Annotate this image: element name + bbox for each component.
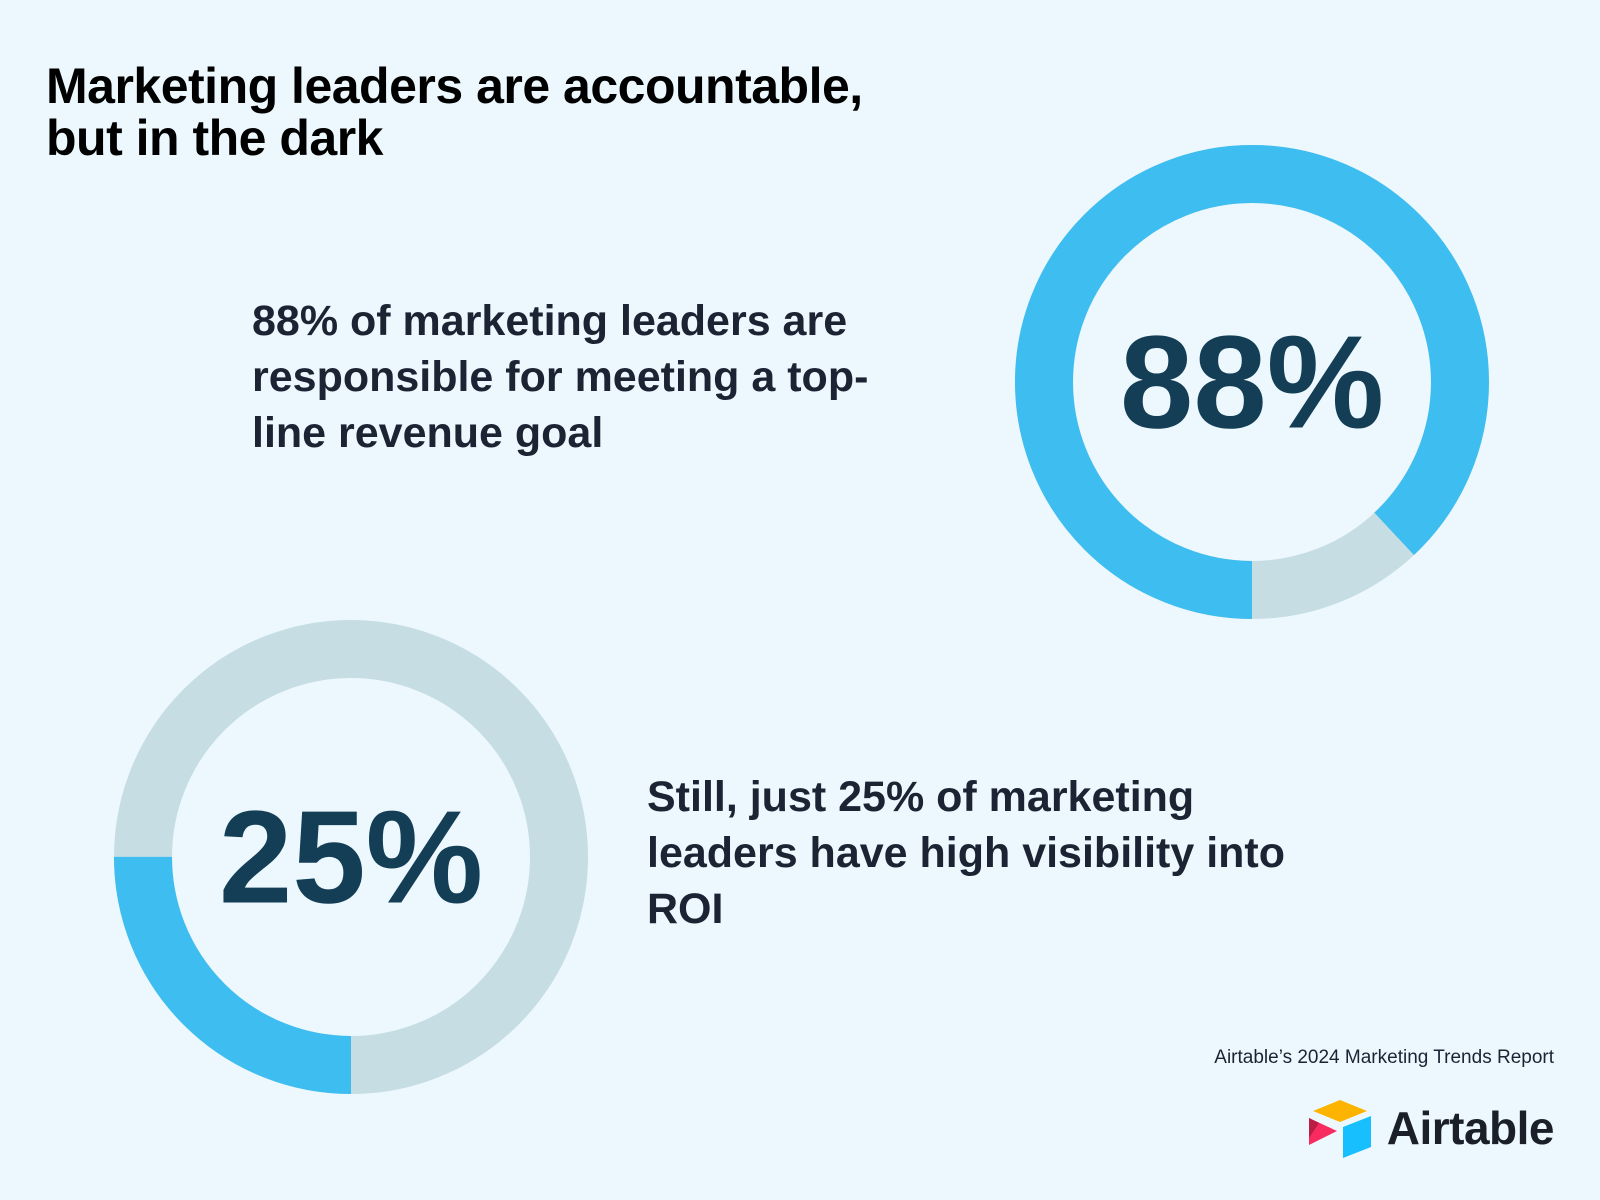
- source-citation: Airtable’s 2024 Marketing Trends Report: [1214, 1047, 1554, 1068]
- stat-description-1: 88% of marketing leaders are responsible…: [252, 293, 952, 461]
- stat-1-line-2: responsible for meeting a top-: [252, 353, 869, 401]
- donut-chart-25: 25%: [114, 620, 588, 1094]
- page-title-line-1: Marketing leaders are accountable,: [46, 58, 863, 114]
- stat-1-line-1: 88% of marketing leaders are: [252, 297, 848, 345]
- donut-center-label: 25%: [219, 784, 483, 931]
- stat-1-line-3: line revenue goal: [252, 409, 604, 457]
- donut-chart-88: 88%: [1015, 145, 1489, 619]
- brand-logo: Airtable: [1305, 1098, 1555, 1158]
- brand-name: Airtable: [1386, 1102, 1555, 1154]
- page-title-line-2: but in the dark: [46, 110, 383, 166]
- donut-value-arc: [1015, 145, 1489, 619]
- page-title: Marketing leaders are accountable, but i…: [46, 60, 946, 164]
- stat-2-line-3: ROI: [647, 885, 724, 933]
- donut-value-arc: [114, 620, 588, 1094]
- stat-2-line-2: leaders have high visibility into: [647, 829, 1286, 877]
- stat-description-2: Still, just 25% of marketing leaders hav…: [647, 769, 1367, 937]
- donut-center-label: 88%: [1120, 309, 1384, 456]
- stat-2-line-1: Still, just 25% of marketing: [647, 773, 1195, 821]
- airtable-logo-icon: [1308, 1100, 1371, 1158]
